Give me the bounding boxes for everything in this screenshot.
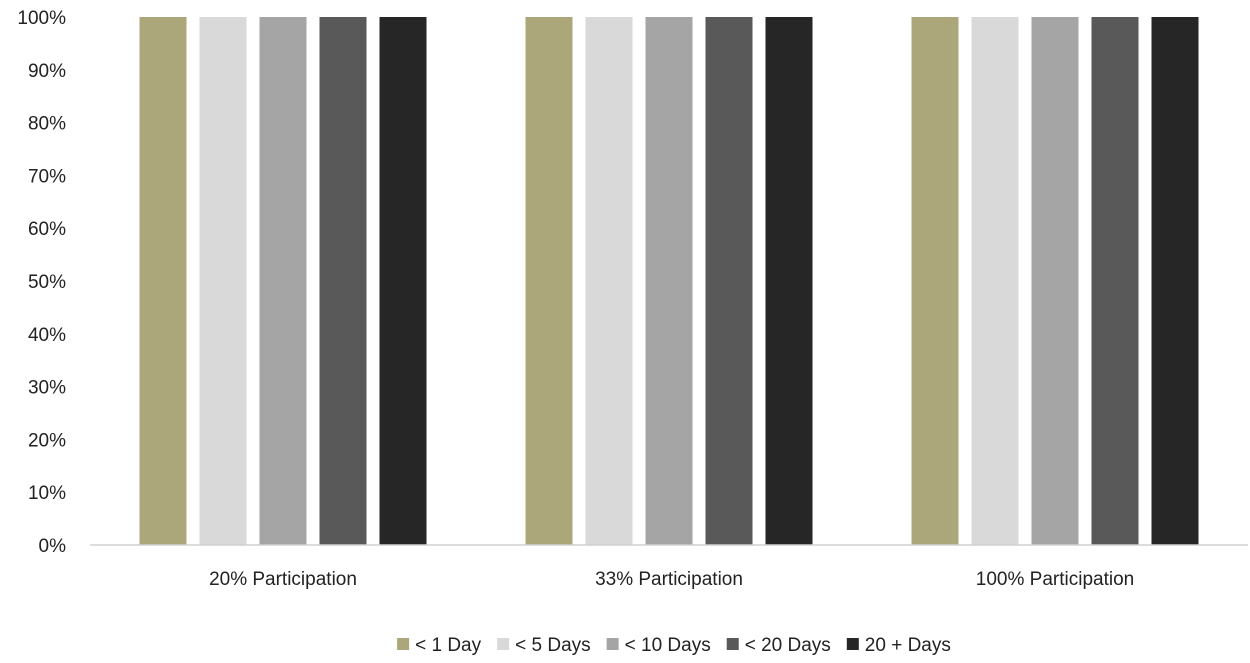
legend-label: 20 + Days [865, 635, 951, 656]
bar [259, 17, 307, 545]
x-category-label: 33% Participation [595, 569, 743, 590]
legend: < 1 Day < 5 Days < 10 Days < 20 Days 20 + Da… [397, 635, 951, 656]
x-category-label: 20% Participation [209, 569, 357, 590]
bar [1151, 17, 1199, 545]
legend-label: < 10 Days [625, 635, 711, 656]
bar [1091, 17, 1139, 545]
bar [139, 17, 187, 545]
y-tick-label: 80% [28, 114, 66, 135]
bars [139, 17, 1199, 545]
bar [379, 17, 427, 545]
legend-swatch [397, 638, 410, 650]
x-category-label: 100% Participation [976, 569, 1134, 590]
y-tick-label: 60% [28, 219, 66, 240]
x-axis-category-labels: 20% Participation 33% Participation 100% P… [209, 569, 1134, 590]
y-tick-label: 70% [28, 166, 66, 187]
bar [645, 17, 693, 545]
bar [705, 17, 753, 545]
y-axis-ticks: 0% 10% 20% 30% 40% 50% 60% 70% 80% 90% 100% [17, 8, 66, 557]
bar [765, 17, 813, 545]
bar [525, 17, 573, 545]
y-tick-label: 40% [28, 325, 66, 346]
legend-label: < 20 Days [745, 635, 831, 656]
bar [1031, 17, 1079, 545]
bar [199, 17, 247, 545]
legend-swatch [846, 638, 859, 650]
y-tick-label: 0% [39, 536, 67, 557]
bar [971, 17, 1019, 545]
y-tick-label: 90% [28, 61, 66, 82]
bar [585, 17, 633, 545]
legend-swatch [726, 638, 739, 650]
bar [911, 17, 959, 545]
legend-swatch [606, 638, 619, 650]
legend-label: < 1 Day [415, 635, 482, 656]
y-tick-label: 100% [17, 8, 66, 29]
y-tick-label: 50% [28, 272, 66, 293]
y-tick-label: 20% [28, 430, 66, 451]
bar [319, 17, 367, 545]
legend-swatch [497, 638, 510, 650]
y-tick-label: 30% [28, 378, 66, 399]
y-tick-label: 10% [28, 483, 66, 504]
legend-label: < 5 Days [515, 635, 591, 656]
